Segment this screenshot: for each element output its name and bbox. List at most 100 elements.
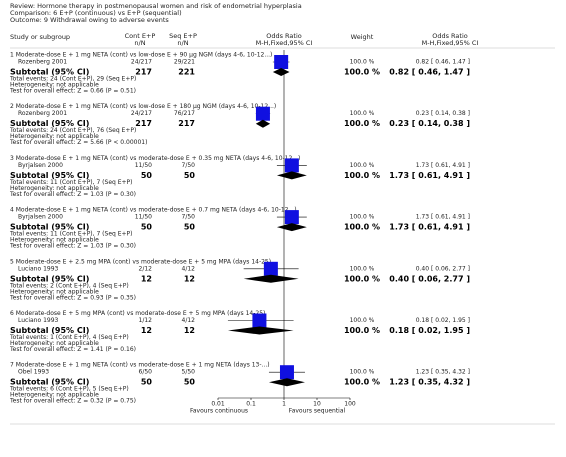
study-weight: 100.0 % xyxy=(350,59,375,66)
subtotal-effect: 0.40 [ 0.06, 2.77 ] xyxy=(389,274,470,283)
col-method: M-H,Fixed,95% CI xyxy=(256,39,313,47)
subtotal-diamond xyxy=(243,274,299,283)
study-box xyxy=(255,106,270,121)
overall-effect: Test for overall effect: Z = 0.93 (P = 0… xyxy=(9,294,136,301)
heterogeneity: Heterogeneity: not applicable xyxy=(10,237,99,244)
subtotal-weight: 100.0 % xyxy=(344,171,380,180)
total-events: Total events: 2 (Cont E+P), 4 (Seq E+P) xyxy=(9,282,129,289)
subtotal-label: Subtotal (95% CI) xyxy=(10,171,89,180)
study-name: Luciano 1993 xyxy=(18,265,59,272)
outcome: Outcome: 9 Withdrawal owing to adverse e… xyxy=(10,16,169,24)
subgroup-title: 4 Moderate-dose E + 1 mg NETA (cont) vs … xyxy=(10,207,297,214)
study-cont: 1/12 xyxy=(139,317,153,324)
subtotal-effect: 1.23 [ 0.35, 4.32 ] xyxy=(389,378,470,387)
review: Review: Hormone therapy in postmenopausa… xyxy=(10,2,302,10)
subtotal-effect: 1.73 [ 0.61, 4.91 ] xyxy=(389,171,470,180)
study-cont: 24/217 xyxy=(131,110,152,117)
subtotal-cont: 50 xyxy=(141,223,153,232)
subtotal-label: Subtotal (95% CI) xyxy=(10,223,89,232)
subtotal-label: Subtotal (95% CI) xyxy=(10,274,89,283)
study-name: Rozenberg 2001 xyxy=(18,110,67,117)
subtotal-cont: 217 xyxy=(135,119,152,128)
study-weight: 100.0 % xyxy=(350,369,375,376)
study-weight: 100.0 % xyxy=(350,110,375,117)
study-name: Byrjalsen 2000 xyxy=(18,162,63,169)
study-weight: 100.0 % xyxy=(350,265,375,272)
study-name: Luciano 1993 xyxy=(18,317,59,324)
study-effect: 0.40 [ 0.06, 2.77 ] xyxy=(416,265,470,272)
study-seq: 4/12 xyxy=(182,265,196,272)
study-weight: 100.0 % xyxy=(350,317,375,324)
heterogeneity: Heterogeneity: not applicable xyxy=(10,133,99,140)
study-box xyxy=(284,158,299,173)
subtotal-label: Subtotal (95% CI) xyxy=(10,119,89,128)
subtotal-cont: 12 xyxy=(141,274,152,283)
subtotal-label: Subtotal (95% CI) xyxy=(10,326,89,335)
col-weight: Weight xyxy=(351,33,374,41)
subgroup-title: 1 Moderate-dose E + 1 mg NETA (cont) vs … xyxy=(10,52,272,59)
subtotal-diamond xyxy=(276,223,307,232)
subtotal-weight: 100.0 % xyxy=(344,378,380,387)
subtotal-weight: 100.0 % xyxy=(344,223,380,232)
subtotal-weight: 100.0 % xyxy=(344,119,380,128)
col-seq: Seq E+P xyxy=(169,32,197,40)
total-events: Total events: 11 (Cont E+P), 7 (Seq E+P) xyxy=(9,179,133,186)
col-seq-nn: n/N xyxy=(177,39,188,47)
study-cont: 11/50 xyxy=(135,162,152,169)
overall-effect: Test for overall effect: Z = 0.32 (P = 0… xyxy=(9,398,136,405)
study-seq: 76/217 xyxy=(174,110,195,117)
study-seq: 29/221 xyxy=(174,59,195,66)
heterogeneity: Heterogeneity: not applicable xyxy=(10,340,99,347)
total-events: Total events: 24 (Cont E+P), 29 (Seq E+P… xyxy=(9,76,136,83)
study-box xyxy=(252,313,267,328)
study-cont: 24/217 xyxy=(131,59,152,66)
study-seq: 7/50 xyxy=(182,162,196,169)
study-effect: 1.23 [ 0.35, 4.32 ] xyxy=(416,369,470,376)
subtotal-diamond xyxy=(268,378,305,387)
total-events: Total events: 24 (Cont E+P), 76 (Seq E+P… xyxy=(9,127,136,134)
subtotal-label: Subtotal (95% CI) xyxy=(10,378,89,387)
subtotal-seq: 50 xyxy=(184,378,196,387)
subtotal-seq: 221 xyxy=(178,68,195,77)
study-seq: 4/12 xyxy=(182,317,196,324)
study-weight: 100.0 % xyxy=(350,214,375,221)
total-events: Total events: 1 (Cont E+P), 4 (Seq E+P) xyxy=(9,334,129,341)
col-cont: Cont E+P xyxy=(125,32,156,40)
subtotal-diamond xyxy=(272,68,290,76)
subtotal-seq: 50 xyxy=(184,223,196,232)
col-or2: Odds Ratio xyxy=(432,32,468,40)
x-tick-label: 100 xyxy=(344,401,356,408)
subtotal-effect: 0.18 [ 0.02, 1.95 ] xyxy=(389,326,470,335)
overall-effect: Test for overall effect: Z = 0.66 (P = 0… xyxy=(9,88,136,95)
study-seq: 5/50 xyxy=(182,369,196,376)
comparison: Comparison: 6 E+P (continuous) vs E+P (s… xyxy=(10,9,182,17)
subtotal-diamond xyxy=(276,171,307,180)
study-effect: 0.82 [ 0.46, 1.47 ] xyxy=(416,59,470,66)
heterogeneity: Heterogeneity: not applicable xyxy=(10,288,99,295)
study-box xyxy=(274,55,289,69)
col-or: Odds Ratio xyxy=(266,32,302,40)
subgroup-title: 7 Moderate-dose E + 1 mg NETA (cont) vs … xyxy=(10,362,270,369)
study-box xyxy=(263,261,278,276)
subtotal-cont: 50 xyxy=(141,378,153,387)
subtotal-seq: 50 xyxy=(184,171,196,180)
subgroup-title: 5 Moderate-dose E + 2.5 mg MPA (cont) vs… xyxy=(10,258,271,265)
study-box xyxy=(279,365,294,380)
x-tick-label: 10 xyxy=(313,401,321,408)
study-effect: 1.73 [ 0.61, 4.91 ] xyxy=(416,214,470,221)
subtotal-weight: 100.0 % xyxy=(344,274,380,283)
study-effect: 0.18 [ 0.02, 1.95 ] xyxy=(416,317,470,324)
subtotal-weight: 100.0 % xyxy=(344,326,380,335)
subtotal-seq: 12 xyxy=(184,326,195,335)
study-cont: 11/50 xyxy=(135,214,152,221)
favours-left: Favours continuous xyxy=(190,408,248,415)
x-tick-label: 0.1 xyxy=(246,401,256,408)
subtotal-weight: 100.0 % xyxy=(344,68,380,77)
subtotal-cont: 12 xyxy=(141,326,152,335)
overall-effect: Test for overall effect: Z = 1.03 (P = 0… xyxy=(9,191,136,198)
subgroup-title: 3 Moderate-dose E + 1 mg NETA (cont) vs … xyxy=(10,155,300,162)
col-method2: M-H,Fixed,95% CI xyxy=(422,39,479,47)
study-name: Rozenberg 2001 xyxy=(18,59,67,66)
study-seq: 7/50 xyxy=(182,214,196,221)
x-tick-label: 0.01 xyxy=(211,401,225,408)
